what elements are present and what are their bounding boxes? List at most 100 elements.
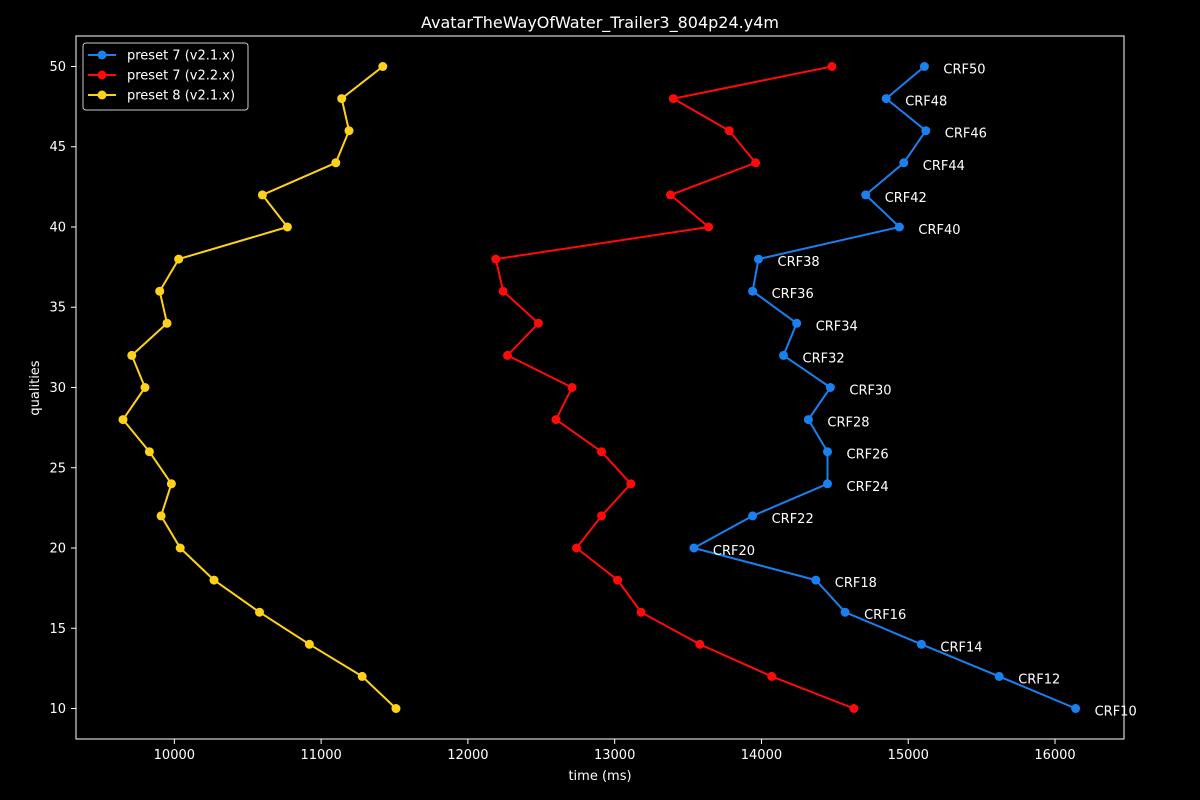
- data-point: [255, 607, 264, 617]
- data-point: [823, 479, 832, 489]
- x-axis: 10000 11000 12000 13000 14000 15000 16000: [154, 739, 1076, 763]
- data-point: [140, 383, 150, 392]
- y-axis-label: qualities: [28, 360, 43, 415]
- data-point: [861, 190, 871, 200]
- crf-label: CRF18: [835, 576, 877, 591]
- x-tick-label: 16000: [1034, 748, 1075, 763]
- data-point: [811, 575, 821, 585]
- legend-entry: preset 7 (v2.2.x): [127, 69, 235, 84]
- y-tick-label: 45: [49, 140, 66, 155]
- data-point: [166, 479, 176, 489]
- x-tick-label: 13000: [594, 748, 635, 763]
- crf-label: CRF50: [943, 63, 985, 78]
- data-point: [689, 543, 699, 553]
- crf-label: CRF36: [772, 287, 814, 302]
- data-point: [840, 607, 850, 617]
- series-1: [689, 62, 1081, 713]
- data-point: [754, 254, 763, 264]
- crf-label: CRF32: [803, 351, 845, 366]
- x-tick-label: 12000: [447, 748, 488, 763]
- data-point: [118, 415, 128, 425]
- y-axis: 10 15 20 25 30 35 40 45 50: [49, 60, 76, 717]
- y-tick-label: 30: [49, 381, 66, 396]
- y-tick-label: 20: [49, 542, 66, 557]
- crf-label: CRF48: [905, 95, 947, 110]
- x-tick-label: 10000: [154, 748, 195, 763]
- data-point: [994, 671, 1004, 681]
- data-point: [533, 318, 543, 328]
- y-tick-label: 15: [49, 622, 66, 637]
- data-point: [304, 639, 314, 649]
- x-axis-label: time (ms): [568, 769, 631, 784]
- data-point: [827, 62, 837, 71]
- y-tick-label: 10: [49, 702, 66, 717]
- x-tick-label: 15000: [888, 748, 929, 763]
- legend: preset 7 (v2.1.x) preset 7 (v2.2.x) preset…: [82, 42, 249, 111]
- data-point: [668, 94, 678, 104]
- legend-frame: [82, 42, 249, 111]
- data-point: [695, 639, 705, 649]
- data-point: [748, 286, 758, 296]
- series-2: [491, 62, 859, 713]
- data-point: [567, 383, 577, 392]
- data-point: [916, 639, 926, 649]
- data-point: [613, 575, 623, 585]
- data-point: [551, 415, 561, 425]
- crf-label: CRF34: [816, 319, 858, 334]
- data-point: [344, 126, 354, 136]
- crf-label: CRF42: [885, 191, 927, 206]
- y-tick-label: 35: [49, 301, 66, 316]
- crf-label: CRF26: [847, 448, 889, 463]
- data-point: [724, 126, 734, 136]
- crf-label: CRF44: [923, 159, 965, 174]
- data-point: [144, 447, 154, 457]
- crf-label: CRF30: [849, 384, 891, 399]
- data-point: [156, 511, 166, 521]
- legend-swatch-marker: [97, 90, 107, 100]
- data-point: [792, 318, 802, 328]
- data-point: [704, 222, 714, 232]
- crf-label: CRF28: [827, 416, 869, 431]
- data-point: [175, 543, 185, 553]
- crf-label: CRF12: [1018, 672, 1060, 687]
- data-point: [155, 286, 165, 296]
- data-point: [572, 543, 581, 553]
- data-point: [357, 671, 367, 681]
- data-point: [748, 511, 758, 521]
- legend-swatch-marker: [97, 70, 107, 80]
- data-point: [498, 286, 508, 296]
- data-point: [881, 94, 891, 104]
- y-tick-label: 25: [49, 461, 66, 476]
- data-point: [626, 479, 636, 489]
- data-point: [378, 62, 388, 71]
- data-point: [825, 383, 835, 392]
- data-point: [899, 158, 909, 168]
- crf-label: CRF22: [772, 512, 814, 527]
- data-point: [597, 447, 606, 457]
- data-point: [823, 447, 832, 457]
- legend-entry: preset 8 (v2.1.x): [127, 89, 235, 104]
- data-point: [337, 94, 347, 104]
- crf-label: CRF24: [847, 480, 889, 495]
- y-tick-label: 50: [49, 60, 66, 75]
- data-point: [894, 222, 904, 232]
- series-layer: [118, 62, 1081, 713]
- crf-label: CRF38: [778, 255, 820, 270]
- data-point: [127, 350, 137, 360]
- crf-label: CRF10: [1095, 705, 1137, 720]
- data-point: [174, 254, 184, 264]
- data-point: [257, 190, 267, 200]
- data-point: [331, 158, 341, 168]
- data-point: [162, 318, 172, 328]
- crf-label: CRF16: [864, 608, 906, 623]
- data-point: [491, 254, 501, 264]
- x-tick-label: 14000: [741, 748, 782, 763]
- data-point: [282, 222, 292, 232]
- data-point: [597, 511, 606, 521]
- crf-label: CRF14: [940, 640, 982, 655]
- data-point: [503, 350, 512, 360]
- data-point: [919, 62, 929, 71]
- data-point: [921, 126, 931, 136]
